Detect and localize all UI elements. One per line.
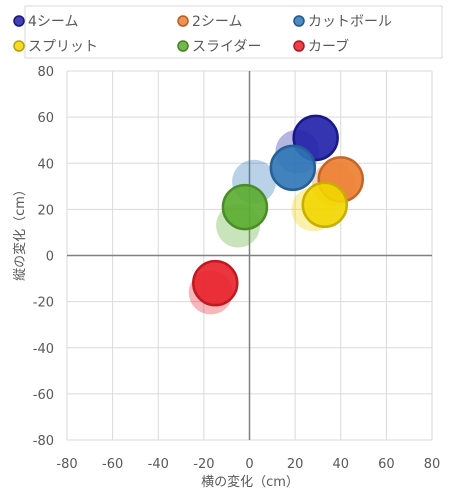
legend-marker [13,15,25,27]
legend-label: 2シーム [192,14,243,30]
legend-marker [293,15,305,27]
data-point [269,144,317,192]
x-tick-label: -80 [56,457,77,472]
y-tick-label: -40 [33,342,54,357]
x-tick-label: 20 [287,457,304,472]
legend-label: スライダー [192,39,261,55]
y-tick-label: 40 [37,157,54,172]
legend-box [24,5,443,59]
x-tick-label: 80 [424,457,441,472]
data-point [192,259,239,307]
legend-marker [293,40,305,52]
data-point [221,183,269,231]
y-axis-title: 縦の変化（cm） [12,183,28,281]
y-tick-label: 0 [46,250,54,265]
x-tick-label: -20 [193,457,214,472]
legend-label: 4シーム [28,14,79,30]
y-tick-label: 60 [37,111,54,126]
y-tick-label: 80 [37,65,54,80]
x-tick-label: 0 [245,457,253,472]
y-tick-label: -80 [33,434,54,449]
tick-labels: -80 -60 -40 -20 0 20 40 60 80 -80 -60 -40 -20 0 20 40 60… [33,65,441,472]
x-tick-label: -40 [148,457,169,472]
x-axis-title: 横の変化（cm） [201,474,299,490]
x-tick-label: 60 [378,457,395,472]
legend-label: カーブ [308,38,349,55]
data-points [188,114,364,315]
zero-axes [67,71,432,440]
legend-marker [13,40,25,52]
x-tick-label: 40 [332,457,349,472]
x-tick-label: -60 [102,457,123,472]
y-tick-label: 20 [37,203,54,218]
legend-marker [177,15,189,27]
data-point [301,181,349,229]
legend-marker [177,40,189,52]
y-tick-label: -20 [33,296,54,311]
legend-label: スプリット [28,39,98,55]
legend-label: カットボール [308,14,392,30]
y-tick-label: -60 [33,388,54,403]
